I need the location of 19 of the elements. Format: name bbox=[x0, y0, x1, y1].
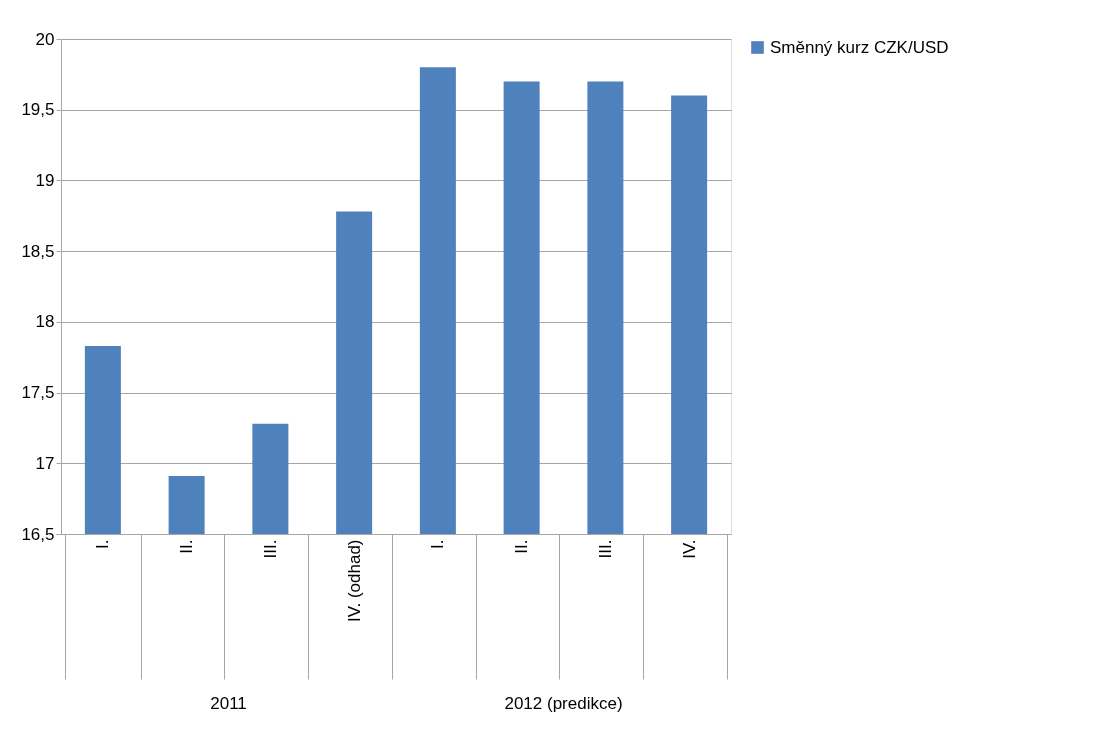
x-tick-label: I. bbox=[93, 539, 113, 549]
x-tick-label: II. bbox=[177, 539, 197, 554]
legend-label: Směnný kurz CZK/USD bbox=[770, 37, 949, 57]
y-tick-label: 17,5 bbox=[21, 383, 55, 403]
x-tick-label: IV. bbox=[679, 539, 699, 559]
y-tick-label: 16,5 bbox=[21, 524, 55, 544]
y-tick-label: 20 bbox=[35, 29, 55, 49]
y-tick-label: 19 bbox=[35, 170, 55, 190]
x-tick-label: IV. (odhad) bbox=[344, 539, 364, 623]
x-tick-label: III. bbox=[595, 539, 615, 559]
x-tick-label: I. bbox=[428, 539, 448, 549]
text: 2011 bbox=[210, 694, 247, 713]
text: 2012 (predikce) bbox=[504, 694, 623, 713]
y-tick-label: 18 bbox=[35, 312, 55, 332]
x-tick-label: II. bbox=[512, 539, 532, 554]
x-tick-label: III. bbox=[260, 539, 280, 559]
y-tick-label: 18,5 bbox=[21, 241, 55, 261]
y-tick-label: 17 bbox=[35, 453, 55, 473]
y-tick-label: 19,5 bbox=[21, 100, 55, 120]
